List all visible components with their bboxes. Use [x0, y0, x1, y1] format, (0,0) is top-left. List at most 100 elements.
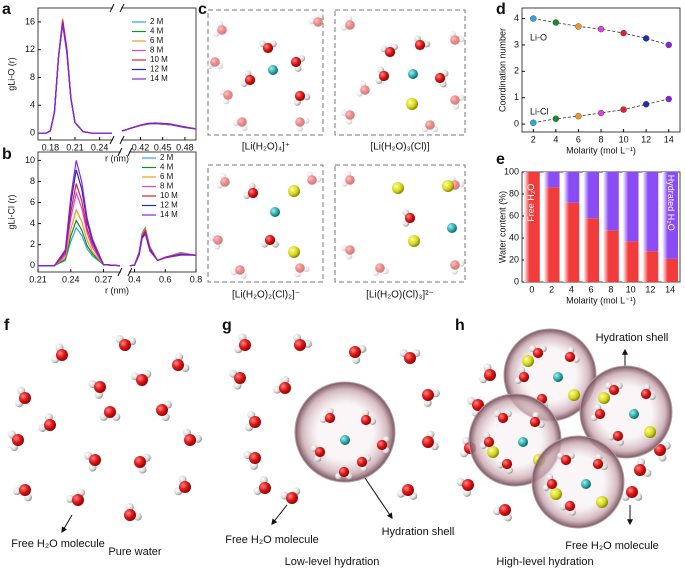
x-tick-label: 2: [549, 284, 554, 294]
oxygen-atom: [237, 117, 247, 127]
water-molecule: [590, 404, 606, 422]
y-tick-label: 1: [514, 92, 519, 102]
oxygen-atom: [425, 120, 435, 130]
water-molecule: [206, 57, 224, 70]
x-tick-label: 12: [641, 134, 651, 144]
water-molecule: [529, 345, 547, 359]
oxygen-atom: [356, 456, 368, 468]
hydrogen-atom: [326, 407, 334, 415]
oxygen-atom: [404, 212, 416, 224]
water-molecule: [340, 244, 355, 260]
x-tick-label: 0.6: [159, 274, 172, 284]
data-point: [665, 95, 672, 103]
oxygen-atom: [375, 263, 385, 273]
water-molecule: [607, 430, 624, 446]
data-point: [552, 115, 560, 123]
oxygen-atom: [279, 382, 291, 394]
oxygen-atom: [136, 374, 148, 386]
chloride-ion: [522, 355, 534, 367]
bar-segment: [563, 172, 580, 203]
oxygen-atom: [249, 452, 261, 464]
caption: Pure water: [108, 546, 162, 558]
lithium-ion: [340, 435, 350, 445]
x-tick-label: 0.24: [91, 142, 109, 152]
water-molecule: [529, 411, 545, 428]
data-line: [38, 21, 197, 134]
x-tick-label: 0.45: [154, 142, 172, 152]
lithium-ion: [270, 207, 280, 217]
structure-box: [334, 164, 466, 283]
water-molecule: [360, 409, 377, 426]
bar-segment: [583, 172, 600, 219]
plot-frame: [521, 171, 681, 283]
oxygen-atom: [529, 416, 541, 428]
annotation: Free H₂O molecule: [11, 538, 105, 550]
water-molecule: [493, 504, 512, 522]
water-molecule: [88, 380, 106, 399]
water-molecule: [494, 410, 512, 424]
bar-segment: [662, 172, 679, 259]
water-molecule: [259, 40, 277, 54]
oxygen-atom: [234, 372, 246, 384]
lithium-ion: [553, 372, 563, 382]
hydration-shell: [531, 435, 625, 529]
oxygen-atom: [654, 444, 666, 456]
bar-segment: [642, 172, 659, 252]
x-tick-label: 6: [576, 134, 581, 144]
caption: Low-level hydration: [285, 556, 380, 568]
water-molecule: [172, 353, 190, 372]
water-molecule: [232, 117, 248, 132]
water-molecule: [234, 333, 251, 354]
water-molecule: [449, 30, 465, 45]
water-molecule: [592, 453, 608, 470]
x-tick-label: 2: [531, 134, 536, 144]
panel-letter: e: [496, 151, 505, 168]
x-tick-label: 0: [529, 284, 534, 294]
structure-box: [207, 9, 324, 136]
water-molecule: [340, 109, 355, 125]
legend-label: 12 M: [150, 65, 168, 74]
bar-segment: [563, 202, 580, 282]
water-molecule: [290, 54, 306, 72]
bar-segment: [622, 241, 639, 282]
water-molecule: [15, 386, 31, 408]
water-molecule: [293, 333, 312, 351]
water-molecule: [219, 88, 233, 105]
x-axis-label: Molarity (mol L⁻¹): [566, 295, 636, 305]
water-molecule: [319, 407, 336, 424]
x-tick-label: 10: [626, 284, 636, 294]
water-molecule: [349, 345, 367, 364]
chloride-ion: [644, 426, 656, 438]
panel-letter: b: [2, 146, 12, 163]
oxygen-atom: [12, 434, 24, 446]
water-molecule: [514, 367, 530, 385]
series-label: Li-O: [530, 32, 547, 42]
water-molecule: [341, 170, 355, 187]
lithium-ion: [581, 479, 591, 489]
oxygen-atom: [560, 454, 572, 466]
water-molecule: [174, 475, 191, 496]
bar-segment: [602, 230, 619, 282]
y-tick-label: 0: [514, 276, 519, 286]
arrow: [61, 514, 73, 534]
oxygen-atom: [501, 458, 513, 470]
oxygen-atom: [294, 339, 306, 351]
bar-segment: [622, 172, 639, 242]
chloride-ion: [596, 496, 608, 508]
x-tick-label: 0.48: [176, 142, 194, 152]
chloride-ion: [598, 392, 610, 404]
data-line: [38, 23, 197, 134]
y-tick-label: 4: [30, 100, 35, 110]
water-molecule: [38, 413, 56, 432]
oxygen-atom: [434, 72, 446, 84]
data-point: [642, 35, 650, 42]
y-axis-label: gLi-O (r): [6, 57, 16, 91]
oxygen-atom: [19, 392, 31, 404]
annotation: Free H₂O molecule: [225, 534, 319, 546]
y-tick-label: 10: [25, 155, 35, 165]
hydrogen-atom: [423, 398, 432, 407]
oxygen-atom: [314, 446, 326, 458]
water-molecule: [213, 20, 227, 37]
oxygen-atom: [262, 42, 274, 54]
water-molecule: [308, 12, 324, 27]
